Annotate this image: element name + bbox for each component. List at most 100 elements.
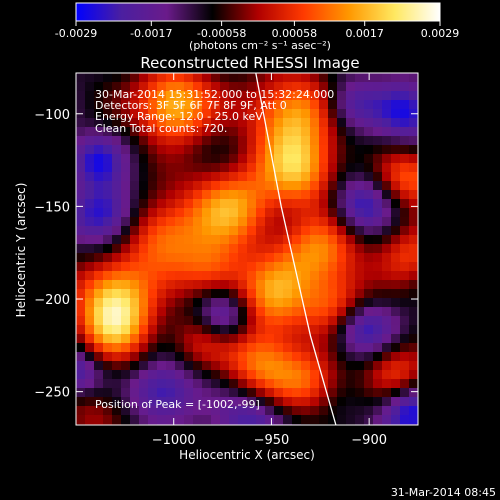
heatmap-cell [166,280,176,290]
heatmap-cell [256,199,266,209]
heatmap-cell [400,298,410,308]
heatmap-cell [409,271,418,281]
heatmap-cell [283,334,293,344]
heatmap-cell [337,262,347,272]
heatmap-cell [166,217,176,227]
heatmap-cell [256,397,266,407]
heatmap-cell [193,127,203,137]
heatmap-cell [328,127,338,137]
heatmap-cell [274,253,284,263]
heatmap-cell [166,118,176,128]
plot-area: −1000 −950 −900−100−150−200−250 30-Mar-201… [34,72,419,448]
heatmap-cell [382,199,392,209]
heatmap-cell [94,307,104,317]
heatmap-cell [382,100,392,110]
heatmap-cell [256,163,266,173]
heatmap-cell [310,406,320,416]
heatmap-cell [193,235,203,245]
heatmap-cell [121,307,131,317]
heatmap-cell [274,226,284,236]
heatmap-cell [130,388,140,398]
heatmap-cell [274,298,284,308]
heatmap-cell [400,127,410,137]
heatmap-cell [121,208,131,218]
heatmap-cell [103,379,113,389]
heatmap-cell [229,289,239,299]
heatmap-cell [310,388,320,398]
heatmap-cell [400,415,410,425]
heatmap-cell [139,154,149,164]
heatmap-cell [112,154,122,164]
heatmap-cell [373,154,383,164]
heatmap-cell [157,172,167,182]
heatmap-cell [409,262,418,272]
heatmap-cell [112,163,122,173]
heatmap-cell [121,370,131,380]
heatmap-cell [139,127,149,137]
heatmap-cell [103,172,113,182]
heatmap-cell [94,109,104,119]
heatmap-cell [157,253,167,263]
heatmap-cell [373,298,383,308]
heatmap-cell [337,100,347,110]
heatmap-cell [211,82,221,92]
heatmap-cell [139,172,149,182]
heatmap-cell [400,136,410,146]
heatmap-cell [94,226,104,236]
heatmap-cell [202,91,212,101]
heatmap-cell [130,163,140,173]
heatmap-cell [166,262,176,272]
heatmap-cell [166,172,176,182]
heatmap-cell [409,91,418,101]
heatmap-cell [256,361,266,371]
heatmap-cell [76,217,86,227]
heatmap-cell [130,172,140,182]
heatmap-cell [130,181,140,191]
heatmap-cell [328,370,338,380]
heatmap-cell [112,235,122,245]
heatmap-cell [85,415,95,425]
heatmap-cell [121,361,131,371]
heatmap-cell [76,163,86,173]
heatmap-cell [391,307,401,317]
heatmap-cell [310,235,320,245]
heatmap-cell [103,415,113,425]
heatmap-cell [382,163,392,173]
heatmap-cell [121,343,131,353]
heatmap-cell [202,172,212,182]
heatmap-cell [409,208,418,218]
heatmap-cell [184,154,194,164]
heatmap-cell [247,217,257,227]
heatmap-cell [229,190,239,200]
heatmap-cell [166,343,176,353]
heatmap-cell [409,253,418,263]
heatmap-cell [175,100,185,110]
heatmap-cell [355,370,365,380]
heatmap-cell [292,100,302,110]
heatmap-cell [175,379,185,389]
heatmap-cell [238,343,248,353]
heatmap-cell [319,280,329,290]
heatmap-cell [139,343,149,353]
heatmap-cell [184,316,194,326]
heatmap-cell [256,217,266,227]
heatmap-cell [220,307,230,317]
heatmap-cell [373,352,383,362]
heatmap-cell [85,397,95,407]
heatmap-cell [355,415,365,425]
heatmap-cell [337,307,347,317]
heatmap-cell [364,109,374,119]
heatmap-cell [391,127,401,137]
heatmap-cell [265,262,275,272]
heatmap-cell [247,253,257,263]
heatmap-cell [328,289,338,299]
heatmap-cell [229,91,239,101]
heatmap-cell [382,217,392,227]
heatmap-cell [76,262,86,272]
heatmap-cell [310,109,320,119]
heatmap-cell [319,343,329,353]
heatmap-cell [319,244,329,254]
heatmap-cell [130,316,140,326]
heatmap-cell [148,181,158,191]
heatmap-cell [220,379,230,389]
